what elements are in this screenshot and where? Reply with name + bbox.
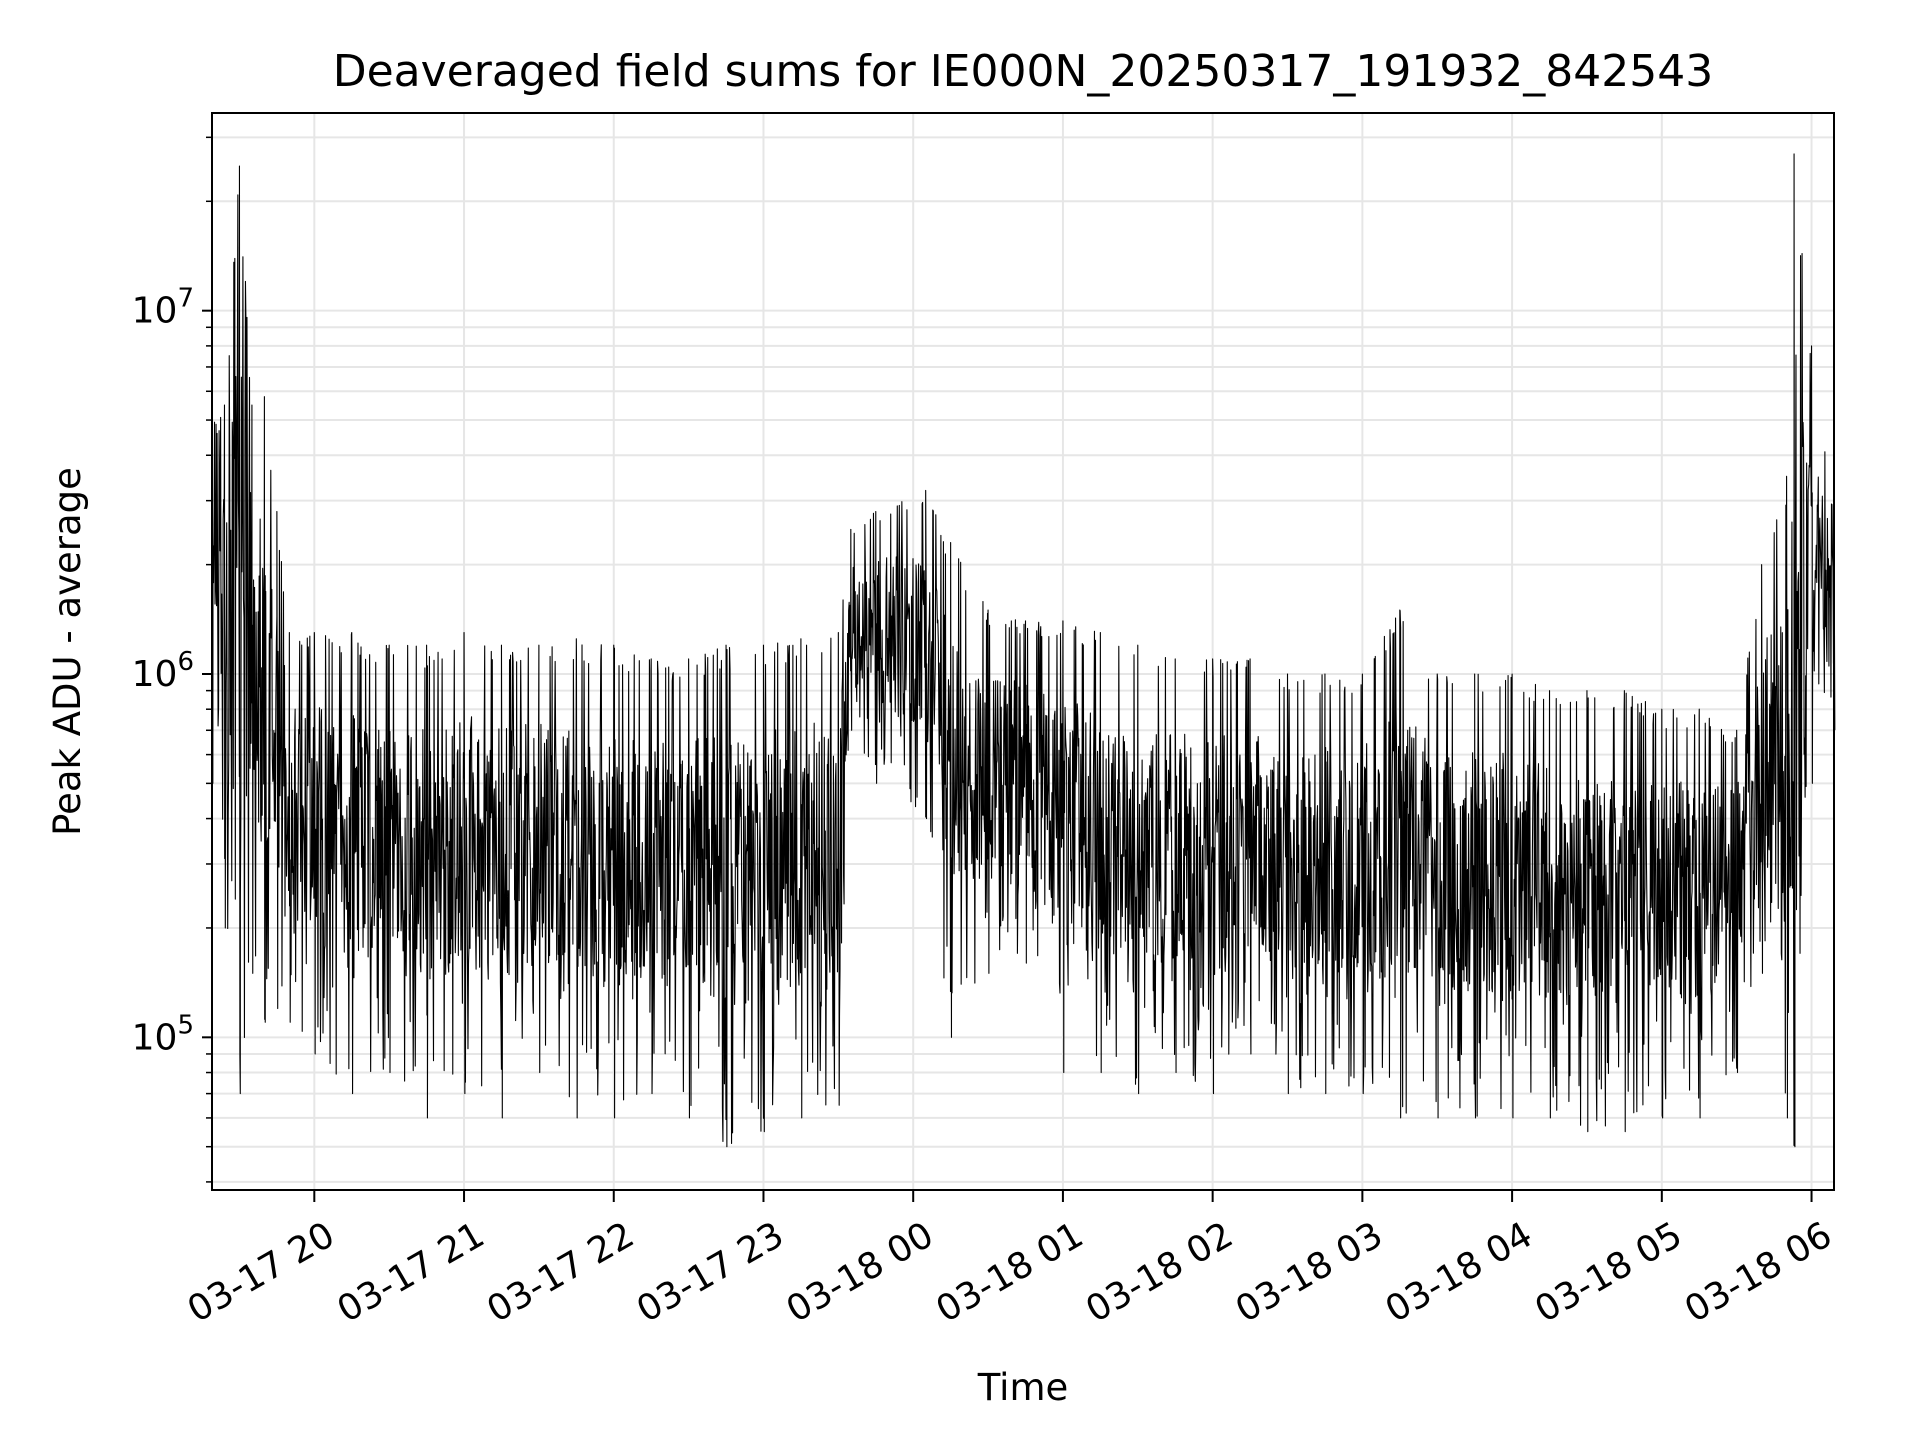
y-tick-label: 105: [132, 1010, 194, 1058]
y-tick-label: 107: [132, 284, 194, 332]
y-axis-label: Peak ADU - average: [46, 467, 89, 836]
y-axis: 105 106 107: [132, 136, 212, 1183]
chart-title: Deaveraged field sums for IE000N_2025031…: [333, 46, 1714, 97]
series-line: [211, 153, 1836, 1148]
y-tick-label: 106: [132, 647, 194, 695]
x-axis-label: Time: [977, 1366, 1069, 1409]
plot-frame: [211, 112, 1835, 1191]
series-layer: [211, 153, 1836, 1148]
